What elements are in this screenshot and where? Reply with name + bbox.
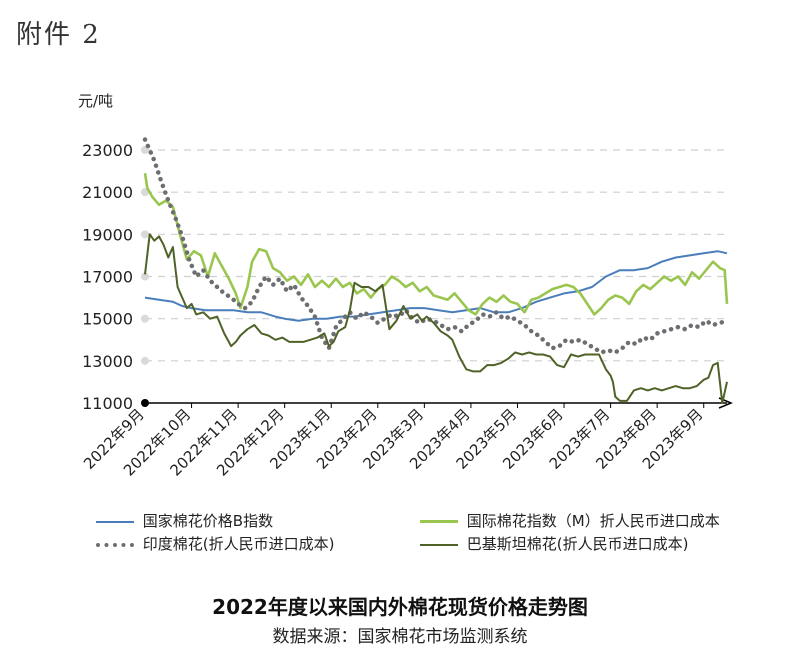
y-axis-dot-19000 — [141, 230, 149, 239]
legend-swatch-b-index — [96, 520, 134, 523]
series-line-2 — [142, 137, 730, 355]
legend-swatch-m-index — [420, 520, 458, 523]
y-tick-label: 17000 — [82, 268, 133, 287]
y-tick-label: 13000 — [82, 352, 133, 371]
y-axis-dot-13000 — [141, 356, 149, 365]
y-tick-label: 21000 — [82, 183, 133, 202]
legend-item-m-index: 国际棉花指数（M）折人民币进口成本 — [420, 510, 720, 531]
legend-item-b-index: 国家棉花价格B指数 — [96, 510, 273, 531]
y-axis-dot-15000 — [141, 314, 149, 323]
y-tick-label: 15000 — [82, 310, 133, 329]
y-axis-dot-21000 — [141, 188, 149, 197]
series-line-0 — [144, 250, 728, 322]
legend-label-b-index: 国家棉花价格B指数 — [142, 512, 274, 530]
y-tick-label: 19000 — [82, 225, 133, 244]
legend-swatch-india — [96, 542, 134, 547]
series-line-3 — [144, 233, 728, 404]
y-axis-dot-17000 — [141, 272, 149, 281]
y-tick-label: 23000 — [82, 141, 133, 160]
legend-swatch-pakistan — [420, 543, 458, 546]
series-line-1 — [143, 173, 729, 316]
attachment-label: 附件 2 — [16, 20, 101, 50]
legend-label-india: 印度棉花(折人民币进口成本) — [142, 535, 335, 553]
legend-item-india: 印度棉花(折人民币进口成本) — [96, 533, 335, 554]
chart-title: 2022年度以来国内外棉花现货价格走势图 — [212, 595, 588, 619]
legend-label-m-index: 国际棉花指数（M）折人民币进口成本 — [466, 512, 720, 530]
legend-item-pakistan: 巴基斯坦棉花(折人民币进口成本) — [420, 533, 689, 554]
y-tick-label: 11000 — [82, 394, 133, 413]
chart-source: 数据来源：国家棉花市场监测系统 — [272, 627, 528, 647]
legend-label-pakistan: 巴基斯坦棉花(折人民币进口成本) — [466, 535, 689, 553]
y-axis-label: 元/吨 — [78, 92, 114, 110]
cotton-price-chart: 110001300015000170001900021000230002022年… — [80, 137, 733, 480]
